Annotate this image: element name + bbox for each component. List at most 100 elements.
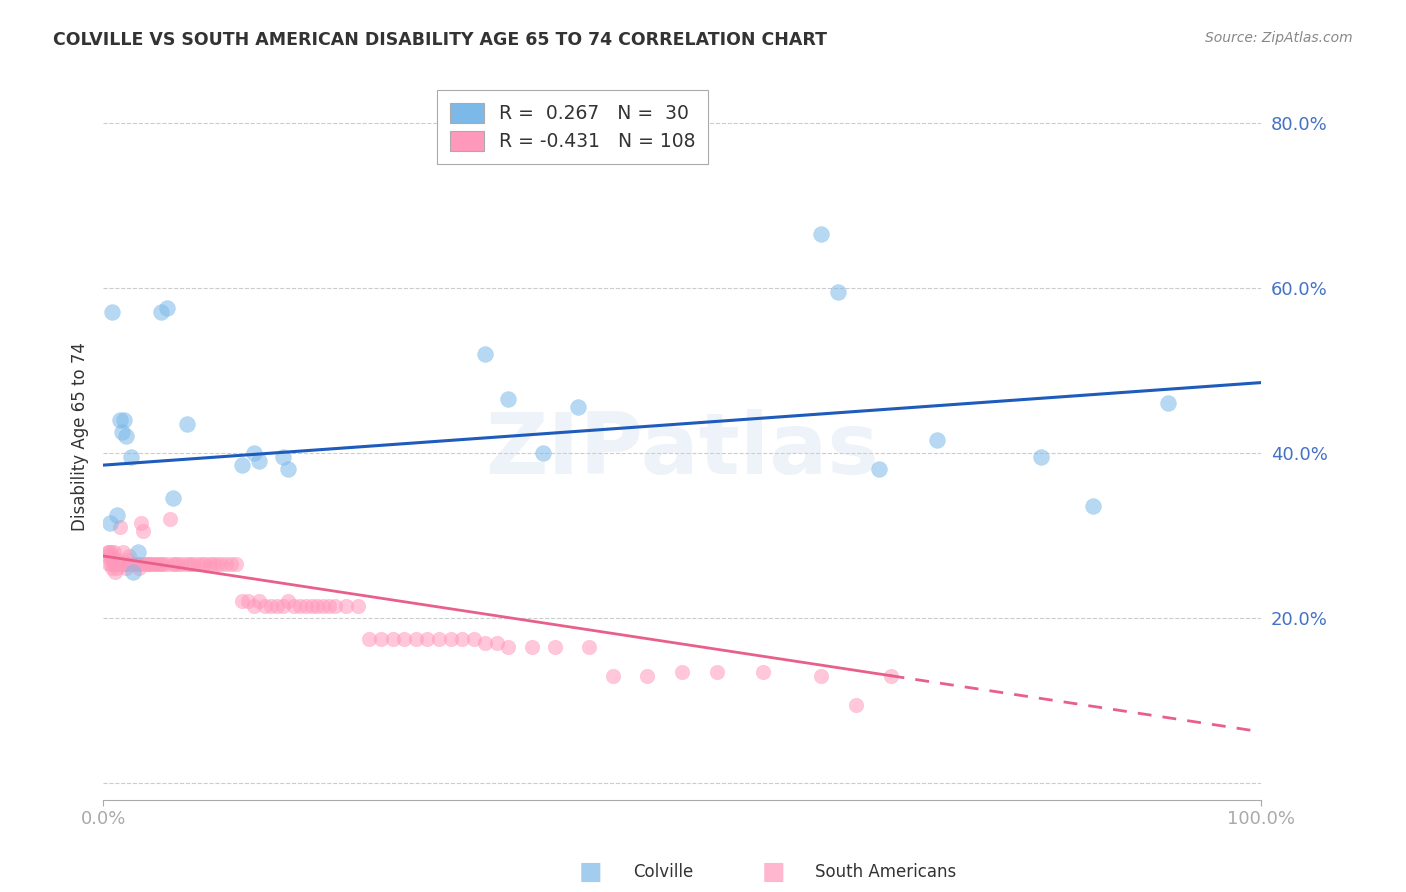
Point xyxy=(254,599,277,613)
Point xyxy=(156,301,179,316)
Point xyxy=(706,665,728,679)
Point xyxy=(136,558,159,572)
Point xyxy=(845,698,868,712)
Point xyxy=(115,558,138,572)
Point xyxy=(127,545,149,559)
Point xyxy=(128,561,150,575)
Point xyxy=(127,558,149,572)
Point xyxy=(162,491,184,505)
Point xyxy=(277,594,299,608)
Point xyxy=(103,558,125,572)
Point xyxy=(96,549,118,563)
Point xyxy=(231,594,253,608)
Point xyxy=(103,545,125,559)
Point xyxy=(100,558,122,572)
Point xyxy=(104,566,127,580)
Point xyxy=(104,558,127,572)
Point xyxy=(100,545,122,559)
Point xyxy=(117,553,139,567)
Point xyxy=(463,632,485,646)
Point xyxy=(266,599,288,613)
Point xyxy=(105,553,128,567)
Point xyxy=(301,599,323,613)
Point xyxy=(110,520,132,534)
Point xyxy=(187,558,209,572)
Point xyxy=(97,558,120,572)
Point xyxy=(225,558,247,572)
Point xyxy=(249,594,271,608)
Point xyxy=(101,305,124,319)
Point xyxy=(752,665,775,679)
Text: COLVILLE VS SOUTH AMERICAN DISABILITY AGE 65 TO 74 CORRELATION CHART: COLVILLE VS SOUTH AMERICAN DISABILITY AG… xyxy=(53,31,827,49)
Point xyxy=(120,450,142,464)
Point xyxy=(451,632,474,646)
Point xyxy=(108,558,131,572)
Point xyxy=(307,599,329,613)
Point xyxy=(143,558,166,572)
Point xyxy=(121,558,143,572)
Point xyxy=(474,635,496,649)
Point xyxy=(827,285,849,299)
Point xyxy=(260,599,283,613)
Point xyxy=(101,549,124,563)
Point xyxy=(122,566,145,580)
Point xyxy=(176,417,198,431)
Text: Source: ZipAtlas.com: Source: ZipAtlas.com xyxy=(1205,31,1353,45)
Point xyxy=(370,632,392,646)
Point xyxy=(111,425,134,439)
Legend: R =  0.267   N =  30, R = -0.431   N = 108: R = 0.267 N = 30, R = -0.431 N = 108 xyxy=(437,89,709,164)
Point xyxy=(105,508,128,522)
Point xyxy=(148,558,170,572)
Text: Colville: Colville xyxy=(633,863,693,881)
Point xyxy=(134,558,156,572)
Point xyxy=(520,640,543,654)
Point xyxy=(879,668,901,682)
Point xyxy=(925,434,948,448)
Point xyxy=(1083,500,1105,514)
Point xyxy=(97,545,120,559)
Point xyxy=(271,599,294,613)
Point xyxy=(236,594,259,608)
Point xyxy=(104,558,127,572)
Text: ■: ■ xyxy=(579,861,602,884)
Point xyxy=(162,558,184,572)
Point xyxy=(544,640,567,654)
Point xyxy=(381,632,404,646)
Point xyxy=(194,558,217,572)
Point xyxy=(215,558,238,572)
Point xyxy=(498,640,520,654)
Point xyxy=(179,558,201,572)
Point xyxy=(202,558,225,572)
Point xyxy=(283,599,305,613)
Point xyxy=(190,558,212,572)
Point xyxy=(531,446,554,460)
Point xyxy=(98,516,121,530)
Y-axis label: Disability Age 65 to 74: Disability Age 65 to 74 xyxy=(72,342,89,531)
Point xyxy=(335,599,357,613)
Point xyxy=(111,545,134,559)
Point xyxy=(359,632,381,646)
Point xyxy=(124,558,146,572)
Point xyxy=(159,512,181,526)
Point xyxy=(636,668,658,682)
Point xyxy=(271,450,294,464)
Point xyxy=(323,599,346,613)
Point xyxy=(231,458,253,472)
Point xyxy=(97,545,120,559)
Text: South Americans: South Americans xyxy=(815,863,956,881)
Point xyxy=(810,668,832,682)
Point xyxy=(578,640,600,654)
Point xyxy=(439,632,461,646)
Point xyxy=(205,558,228,572)
Point xyxy=(312,599,335,613)
Point xyxy=(170,558,193,572)
Point xyxy=(105,561,128,575)
Point xyxy=(112,558,135,572)
Point xyxy=(115,429,138,443)
Point xyxy=(120,558,142,572)
Point xyxy=(1157,396,1180,410)
Point xyxy=(150,305,173,319)
Point xyxy=(416,632,439,646)
Point xyxy=(117,549,139,563)
Point xyxy=(318,599,340,613)
